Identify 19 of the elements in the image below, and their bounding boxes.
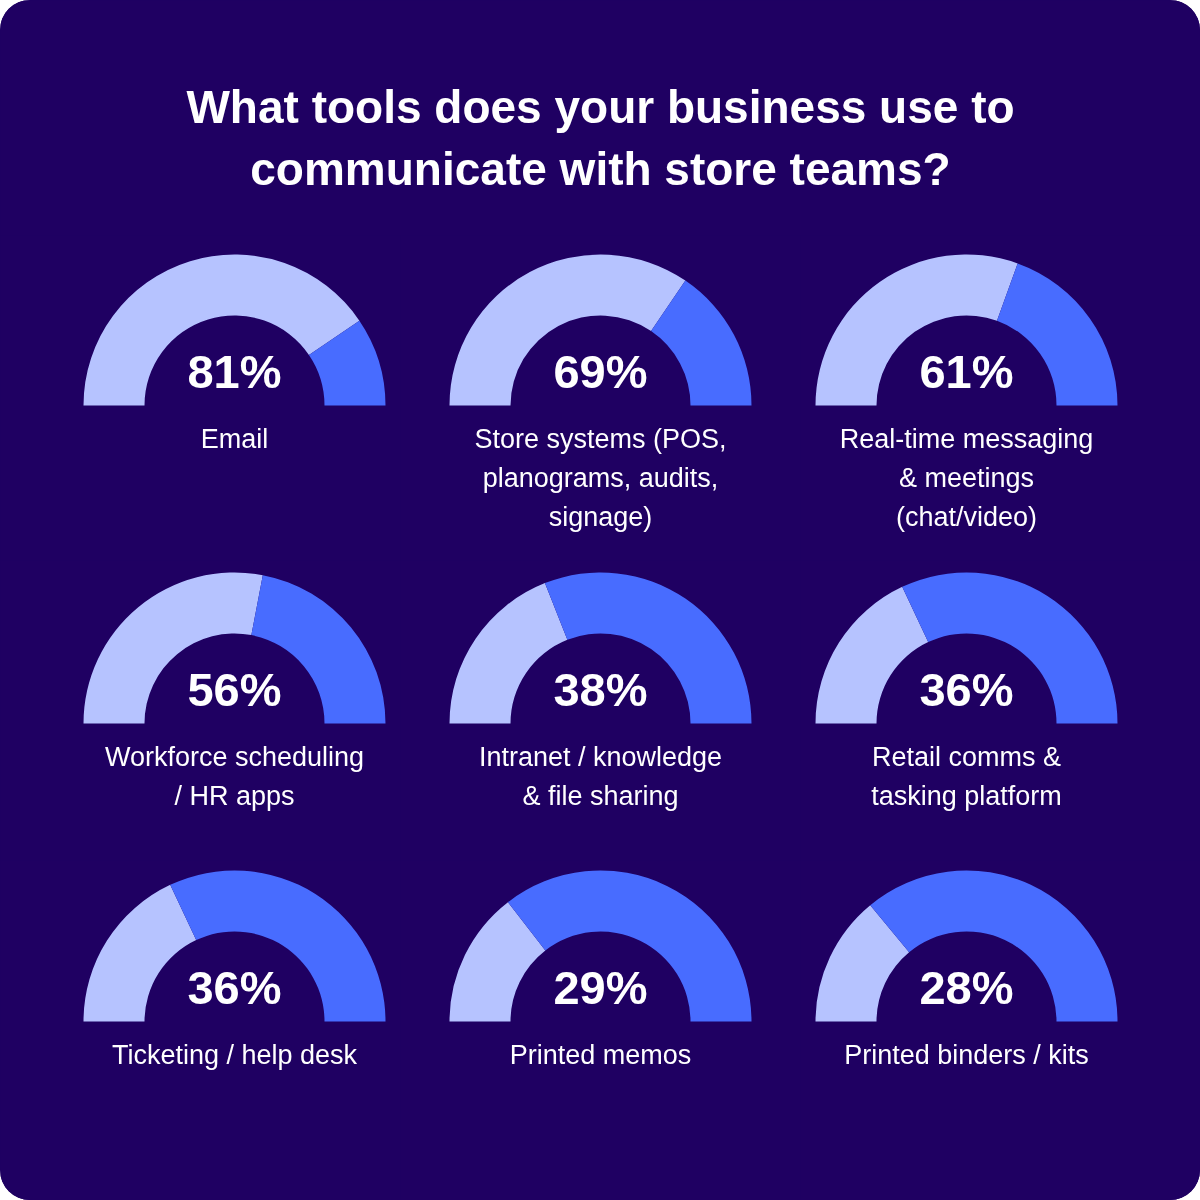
text: 56% — [187, 663, 282, 716]
text: Ticketing / help desk — [111, 1039, 358, 1070]
text: Printed memos — [509, 1039, 692, 1070]
text: Printed binders / kits — [844, 1039, 1089, 1070]
text: 61% — [919, 345, 1014, 398]
text: 36% — [187, 961, 282, 1014]
text: Workforce scheduling / HR apps — [104, 741, 365, 811]
text: 81% — [187, 345, 282, 398]
text: 36% — [919, 663, 1014, 716]
text: What tools does your business use to communicate with store teams? — [186, 80, 1015, 195]
text: 29% — [553, 961, 648, 1014]
text: Intranet / knowledge & file sharing — [478, 741, 723, 811]
text: 38% — [553, 663, 648, 716]
text: Email — [200, 423, 269, 454]
text: 69% — [553, 345, 648, 398]
text: 28% — [919, 961, 1014, 1014]
text: Real-time messaging & meetings (chat/video) — [839, 423, 1094, 532]
text: Store systems (POS, planograms, audits, signage) — [474, 423, 727, 532]
text: Retail comms & tasking platform — [871, 741, 1062, 811]
